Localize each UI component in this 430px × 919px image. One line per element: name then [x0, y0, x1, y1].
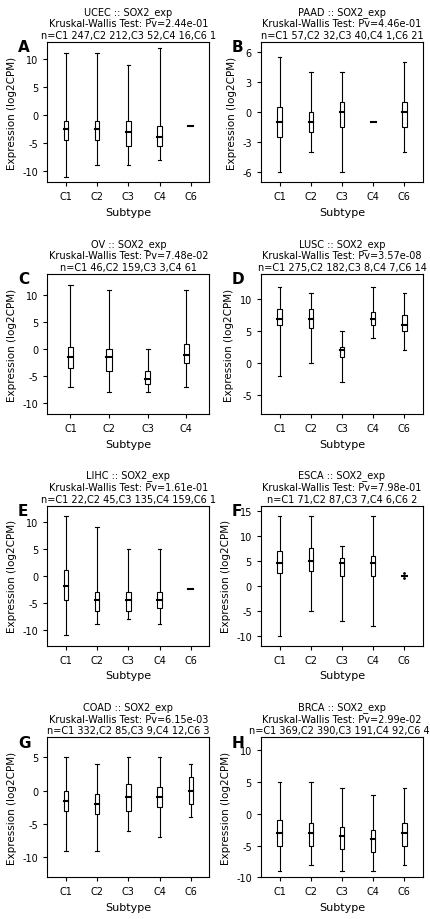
- FancyBboxPatch shape: [95, 121, 99, 142]
- FancyBboxPatch shape: [157, 592, 162, 608]
- Text: G: G: [18, 735, 31, 750]
- X-axis label: Subtype: Subtype: [105, 439, 151, 449]
- Text: E: E: [18, 504, 28, 518]
- FancyBboxPatch shape: [340, 347, 344, 357]
- Y-axis label: Expression (log2CPM): Expression (log2CPM): [221, 519, 230, 632]
- FancyBboxPatch shape: [402, 823, 406, 845]
- Y-axis label: Expression (log2CPM): Expression (log2CPM): [224, 288, 234, 401]
- Text: A: A: [18, 40, 30, 55]
- FancyBboxPatch shape: [340, 103, 344, 128]
- Text: F: F: [232, 504, 242, 518]
- FancyBboxPatch shape: [309, 823, 313, 845]
- FancyBboxPatch shape: [371, 312, 375, 325]
- X-axis label: Subtype: Subtype: [319, 902, 365, 912]
- FancyBboxPatch shape: [277, 310, 282, 325]
- FancyBboxPatch shape: [402, 316, 406, 332]
- FancyBboxPatch shape: [106, 350, 112, 371]
- FancyBboxPatch shape: [126, 784, 131, 811]
- Text: H: H: [232, 735, 244, 750]
- FancyBboxPatch shape: [64, 571, 68, 600]
- FancyBboxPatch shape: [277, 108, 282, 138]
- X-axis label: Subtype: Subtype: [319, 439, 365, 449]
- Title: PAAD :: SOX2_exp
Kruskal-Wallis Test: Pv=4.46e-01
n=C1 57,C2 32,C3 40,C4 1,C6 21: PAAD :: SOX2_exp Kruskal-Wallis Test: Pv…: [261, 7, 423, 41]
- FancyBboxPatch shape: [157, 788, 162, 808]
- FancyBboxPatch shape: [309, 310, 313, 329]
- FancyBboxPatch shape: [371, 830, 375, 852]
- Title: COAD :: SOX2_exp
Kruskal-Wallis Test: Pv=6.15e-03
n=C1 332,C2 85,C3 9,C4 12,C6 3: COAD :: SOX2_exp Kruskal-Wallis Test: Pv…: [47, 701, 209, 735]
- FancyBboxPatch shape: [277, 821, 282, 845]
- FancyBboxPatch shape: [340, 559, 344, 576]
- X-axis label: Subtype: Subtype: [105, 902, 151, 912]
- Y-axis label: Expression (log2CPM): Expression (log2CPM): [7, 57, 17, 170]
- Title: BRCA :: SOX2_exp
Kruskal-Wallis Test: Pv=2.99e-02
n=C1 369,C2 390,C3 191,C4 92,C: BRCA :: SOX2_exp Kruskal-Wallis Test: Pv…: [249, 701, 430, 735]
- Title: LIHC :: SOX2_exp
Kruskal-Wallis Test: Pv=1.61e-01
n=C1 22,C2 45,C3 135,C4 159,C6: LIHC :: SOX2_exp Kruskal-Wallis Test: Pv…: [41, 470, 216, 504]
- FancyBboxPatch shape: [184, 345, 189, 363]
- FancyBboxPatch shape: [68, 347, 73, 369]
- Y-axis label: Expression (log2CPM): Expression (log2CPM): [7, 288, 17, 401]
- FancyBboxPatch shape: [309, 549, 313, 571]
- X-axis label: Subtype: Subtype: [319, 671, 365, 681]
- X-axis label: Subtype: Subtype: [319, 208, 365, 218]
- Title: UCEC :: SOX2_exp
Kruskal-Wallis Test: Pv=2.44e-01
n=C1 247,C2 212,C3 52,C4 16,C6: UCEC :: SOX2_exp Kruskal-Wallis Test: Pv…: [41, 7, 216, 41]
- FancyBboxPatch shape: [126, 592, 131, 611]
- FancyBboxPatch shape: [157, 127, 162, 147]
- FancyBboxPatch shape: [95, 794, 99, 814]
- FancyBboxPatch shape: [126, 121, 131, 147]
- X-axis label: Subtype: Subtype: [105, 671, 151, 681]
- FancyBboxPatch shape: [64, 791, 68, 811]
- Title: OV :: SOX2_exp
Kruskal-Wallis Test: Pv=7.48e-02
n=C1 46,C2 159,C3 3,C4 61: OV :: SOX2_exp Kruskal-Wallis Test: Pv=7…: [49, 238, 208, 273]
- FancyBboxPatch shape: [402, 103, 406, 128]
- FancyBboxPatch shape: [95, 592, 99, 611]
- Y-axis label: Expression (log2CPM): Expression (log2CPM): [7, 519, 17, 632]
- FancyBboxPatch shape: [64, 121, 68, 142]
- FancyBboxPatch shape: [188, 777, 193, 804]
- Y-axis label: Expression (log2CPM): Expression (log2CPM): [227, 57, 237, 170]
- FancyBboxPatch shape: [340, 827, 344, 849]
- Text: C: C: [18, 272, 29, 287]
- Title: LUSC :: SOX2_exp
Kruskal-Wallis Test: Pv=3.57e-08
n=C1 275,C2 182,C3 8,C4 7,C6 1: LUSC :: SOX2_exp Kruskal-Wallis Test: Pv…: [258, 238, 427, 273]
- FancyBboxPatch shape: [309, 113, 313, 133]
- X-axis label: Subtype: Subtype: [105, 208, 151, 218]
- Text: B: B: [232, 40, 243, 55]
- Y-axis label: Expression (log2CPM): Expression (log2CPM): [7, 751, 17, 864]
- FancyBboxPatch shape: [277, 551, 282, 573]
- FancyBboxPatch shape: [145, 371, 150, 385]
- Title: ESCA :: SOX2_exp
Kruskal-Wallis Test: Pv=7.98e-01
n=C1 71,C2 87,C3 7,C4 6,C6 2: ESCA :: SOX2_exp Kruskal-Wallis Test: Pv…: [262, 470, 422, 504]
- FancyBboxPatch shape: [371, 556, 375, 576]
- Y-axis label: Expression (log2CPM): Expression (log2CPM): [221, 751, 230, 864]
- Text: D: D: [232, 272, 244, 287]
